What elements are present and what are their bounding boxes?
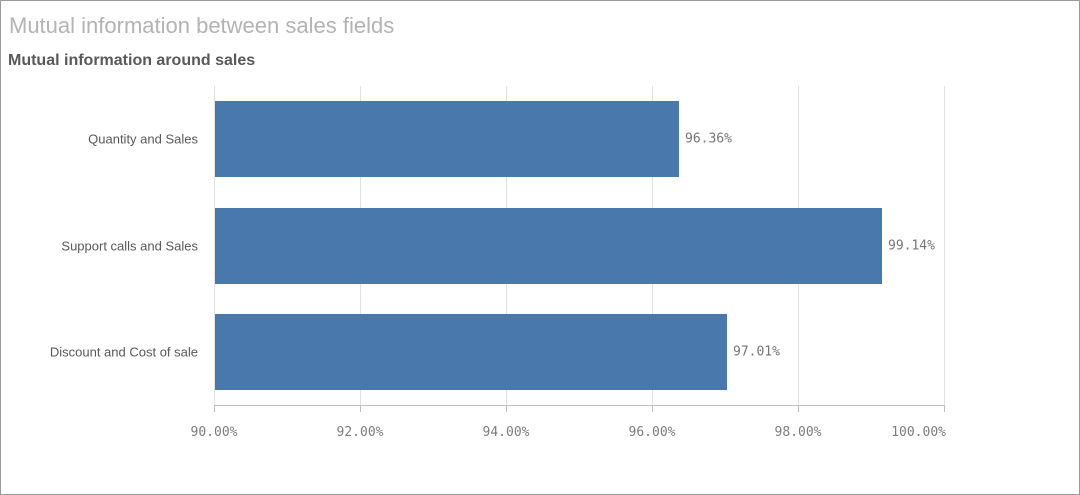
chart-subtitle: Mutual information around sales [8,52,256,69]
x-axis-tick [798,405,799,412]
x-axis-tick [214,405,215,412]
gridline [944,86,945,405]
x-axis-tick-label: 100.00% [891,425,946,440]
x-axis-line [214,405,945,406]
x-axis-tick-label: 94.00% [482,425,530,440]
x-axis-tick [360,405,361,412]
y-axis-category-label: Quantity and Sales [88,131,198,147]
x-axis-tick [944,405,945,412]
y-axis-category-label: Support calls and Sales [61,238,198,254]
bar-value-label: 99.14% [888,238,935,254]
bar-value-label: 96.36% [685,131,732,147]
x-axis-tick-label: 98.00% [774,425,822,440]
x-axis-tick-label: 90.00% [190,425,238,440]
y-axis-category-label: Discount and Cost of sale [49,344,198,360]
chart-title: Mutual information between sales fields [9,13,395,38]
gridline [214,86,215,405]
bar[interactable] [215,101,679,177]
bar[interactable] [215,314,727,390]
x-axis-tick-label: 96.00% [628,425,676,440]
x-axis-tick-label: 92.00% [336,425,384,440]
x-axis-tick [652,405,653,412]
bar-value-label: 97.01% [733,344,780,360]
x-axis-tick [506,405,507,412]
bar[interactable] [215,208,882,284]
